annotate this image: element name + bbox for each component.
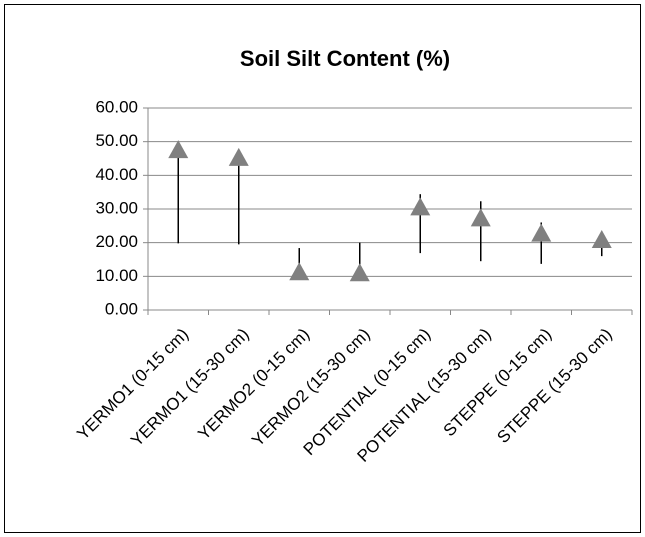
y-tick-label: 40.00 bbox=[95, 165, 138, 184]
marker bbox=[470, 208, 491, 227]
marker bbox=[349, 263, 370, 282]
y-tick-label: 60.00 bbox=[95, 97, 138, 116]
chart-border bbox=[4, 4, 641, 533]
chart-title: Soil Silt Content (%) bbox=[240, 46, 450, 71]
y-tick-label: 20.00 bbox=[95, 232, 138, 251]
y-tick-label: 10.00 bbox=[95, 266, 138, 285]
marker bbox=[410, 197, 431, 216]
y-tick-label: 50.00 bbox=[95, 131, 138, 150]
y-tick-label: 0.00 bbox=[105, 299, 138, 318]
marker bbox=[591, 229, 612, 248]
marker bbox=[168, 140, 189, 159]
y-tick-label: 30.00 bbox=[95, 198, 138, 217]
marker bbox=[289, 262, 310, 281]
marker bbox=[228, 147, 249, 166]
marker bbox=[531, 223, 552, 242]
